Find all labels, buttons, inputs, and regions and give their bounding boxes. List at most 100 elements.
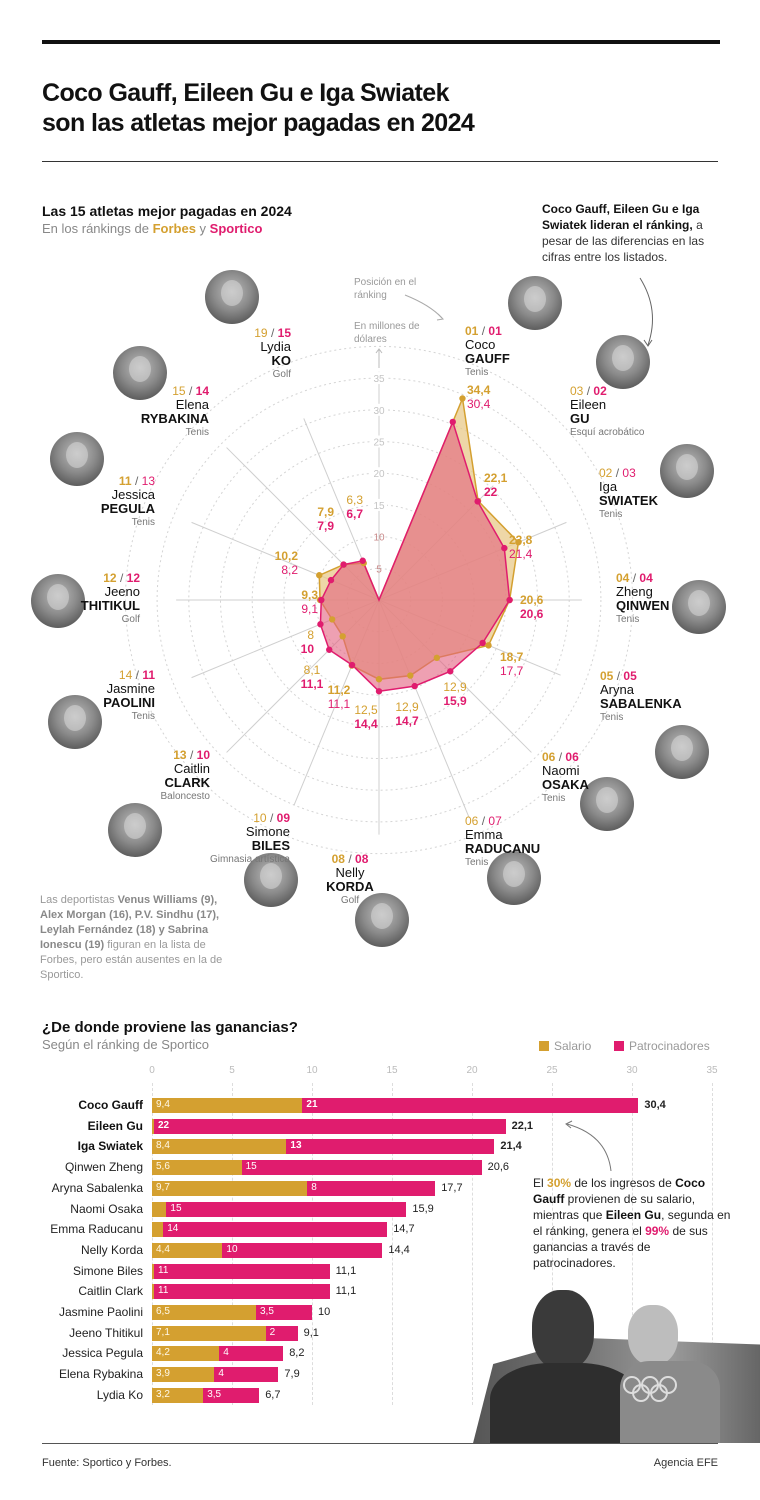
radar-r-tick-label: 20 [373, 469, 385, 480]
athlete-label-clark: 13 / 10 Caitlin CLARK Baloncesto [100, 748, 210, 804]
athlete-label-qinwen: 04 / 04 Zheng QINWEN Tenis [616, 571, 726, 627]
bar-segment-sponsors: 3,5 [203, 1387, 260, 1403]
radar-point-sportico [449, 418, 456, 426]
athlete-sport: Baloncesto [160, 791, 210, 802]
forbes-value: 11,2 [327, 683, 351, 697]
sportico-rank: 01 [488, 324, 502, 338]
radar-point-sportico [318, 596, 325, 604]
sportico-value: 6,7 [346, 507, 363, 521]
forbes-rank: 19 [254, 326, 268, 340]
footer-rule [42, 1443, 718, 1444]
rank-arrowhead-icon [436, 313, 445, 321]
rank-row: 13 / 10 [100, 748, 210, 762]
gauff-gu-photo [470, 1285, 760, 1443]
athlete-label-swiatek: 02 / 03 Iga SWIATEK Tenis [599, 466, 709, 522]
athlete-first-name: Caitlin [173, 761, 210, 776]
bar-segment-salary-label: 8,4 [156, 1140, 170, 1152]
unit-label: En millones de dólares [354, 321, 420, 345]
rank-row: 15 / 14 [99, 384, 209, 398]
subtitle-prefix: En los ránkings de [42, 221, 153, 236]
bar-segment-sponsors: 21 [302, 1098, 639, 1113]
radar-point-sportico [474, 498, 481, 505]
radar-r-tick-label: 5 [376, 564, 382, 575]
callout-pct-99: 99% [645, 1224, 670, 1238]
bar-segment-sponsors-label: 14 [167, 1223, 179, 1235]
absent-athletes-note: Las deportistas Venus Williams (9), Alex… [40, 893, 240, 983]
bar-segment-sponsors-label: 2 [269, 1326, 276, 1338]
athlete-photo-gauff [508, 276, 562, 330]
bar-total-label: 11,1 [335, 1285, 357, 1298]
forbes-rank: 01 [465, 324, 479, 338]
radar-value-label: 8,1 11,1 [292, 663, 332, 691]
photo-gu-body [620, 1361, 720, 1443]
bar-segment-sponsors: 4 [219, 1346, 284, 1362]
radar-value-label: 20,6 20,6 [520, 593, 560, 621]
athlete-label-pegula: 11 / 13 Jessica PEGULA Tenis [45, 474, 155, 530]
bar-segment-salary: 5,6 [152, 1160, 242, 1176]
bar-segment-salary-label: 6,5 [156, 1306, 170, 1317]
athlete-sport: Tenis [185, 427, 209, 438]
bar-segment-sponsors: 22 [154, 1118, 506, 1134]
athlete-sport: Golf [340, 895, 360, 906]
athlete-label-raducanu: 06 / 07 Emma RADUCANU Tenis [465, 814, 575, 870]
bar-category-label: Qinwen Zheng [64, 1160, 143, 1175]
sportico-rank: 07 [488, 814, 502, 828]
bar-segment-sponsors: 14 [163, 1222, 388, 1238]
bar-total-label: 14,4 [388, 1243, 410, 1256]
radar-value-label: 23,8 21,4 [509, 533, 549, 561]
bar-segment-sponsors-label: 3,5 [260, 1306, 274, 1317]
sportico-rank: 10 [196, 748, 210, 762]
bar-category-label: Caitlin Clark [78, 1284, 143, 1299]
athlete-photo-osaka [580, 777, 634, 831]
forbes-value: 10,2 [274, 549, 298, 563]
forbes-rank: 13 [173, 748, 187, 762]
olympic-rings-icon [623, 1376, 677, 1402]
footer-source: Fuente: Sportico y Forbes. [42, 1457, 172, 1469]
bar-total-label: 14,7 [393, 1223, 415, 1236]
rank-separator: / [586, 384, 591, 398]
radar-subtitle: En los ránkings de Forbes y Sportico [42, 221, 262, 236]
athlete-photo-pegula [50, 432, 104, 486]
forbes-rank: 05 [600, 669, 614, 683]
bar-segment-salary [152, 1263, 154, 1279]
bar-segment-salary [152, 1222, 164, 1238]
athlete-sport: Golf [272, 369, 291, 380]
sportico-value: 15,9 [443, 694, 467, 708]
sportico-value: 22 [484, 485, 498, 499]
athlete-photo-sabalenka [655, 725, 709, 779]
radar-point-forbes [328, 616, 336, 623]
athlete-label-sabalenka: 05 / 05 Aryna SABALENKA Tenis [600, 669, 710, 725]
rank-row: 11 / 13 [45, 474, 155, 488]
bar-segment-salary-label: 7,1 [156, 1326, 170, 1338]
rank-row: 14 / 11 [45, 668, 155, 682]
subtitle-and: y [195, 221, 210, 236]
bar-segment-salary [152, 1201, 167, 1217]
sportico-rank: 12 [126, 571, 140, 585]
legend-sponsors: Patrocinadores [614, 1039, 710, 1053]
forbes-value: 8,1 [303, 663, 321, 677]
athlete-first-name: Aryna [600, 682, 634, 697]
rank-row: 04 / 04 [616, 571, 726, 585]
title-line-1: Coco Gauff, Eileen Gu e Iga Swiatek [42, 79, 449, 107]
leaders-note-bold: Coco Gauff, Eileen Gu e Iga Swiatek lide… [542, 202, 700, 232]
sportico-value: 21,4 [509, 547, 533, 561]
radar-value-label: 10,2 8,2 [258, 549, 298, 577]
sportico-rank: 09 [276, 811, 290, 825]
radar-point-forbes [485, 642, 492, 649]
radar-point-sportico [506, 596, 513, 604]
athlete-first-name: Emma [465, 827, 503, 842]
bar-gridline [472, 1083, 473, 1405]
radar-r-tick-label: 15 [373, 501, 385, 512]
bar-x-tick: 10 [306, 1065, 318, 1076]
forbes-value: 12,5 [354, 703, 378, 717]
bar-category-label: Coco Gauff [78, 1098, 143, 1112]
rank-separator: / [189, 748, 194, 762]
bar-segment-sponsors: 13 [286, 1139, 495, 1155]
athlete-photo-rybakina [113, 346, 167, 400]
bar-category-label: Simone Biles [72, 1263, 143, 1278]
athlete-photo-clark [108, 803, 162, 857]
athlete-sport: Golf [121, 614, 140, 625]
bar-category-label: Jasmine Paolini [58, 1305, 143, 1319]
absent-note-names: Venus Williams (9), Alex Morgan (16), P.… [40, 894, 220, 951]
radar-value-label: 11,2 11,1 [319, 683, 359, 711]
